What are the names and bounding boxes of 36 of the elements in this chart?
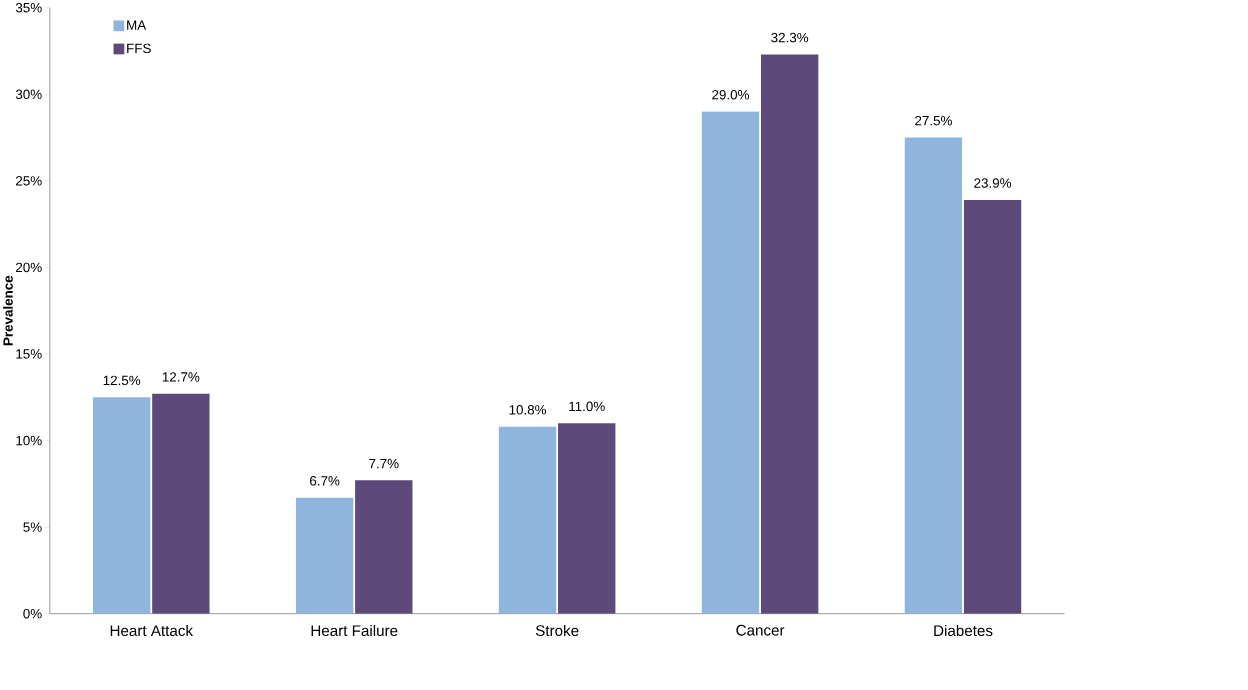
data-label: 7.7% [369, 458, 399, 469]
x-tick-label: Heart Attack [110, 624, 194, 637]
data-label: 27.5% [915, 116, 952, 126]
bar [904, 137, 963, 614]
bar [558, 423, 616, 614]
y-axis-title: Prevalence [2, 275, 13, 346]
bar [963, 199, 1022, 614]
y-tick-label: 0% [23, 608, 42, 619]
legend-label: MA [127, 20, 147, 30]
legend-label: FFS [127, 43, 151, 54]
bar [498, 426, 557, 614]
bar [152, 393, 210, 614]
bar [355, 480, 413, 614]
x-tick-label: Heart Failure [311, 624, 398, 637]
data-label: 12.5% [103, 375, 141, 386]
bar [295, 497, 354, 614]
y-tick-label: 35% [15, 3, 42, 13]
data-label: 29.0% [712, 90, 750, 100]
data-label: 10.8% [509, 405, 547, 415]
y-tick-label: 15% [16, 349, 42, 359]
bar [701, 111, 760, 614]
y-tick-label: 10% [16, 435, 42, 446]
bar [93, 397, 151, 614]
data-label: 23.9% [974, 178, 1012, 188]
y-tick-label: 30% [15, 89, 42, 100]
data-label: 32.3% [771, 32, 809, 43]
y-tick-label: 20% [16, 262, 42, 273]
data-label: 6.7% [310, 476, 340, 486]
data-label: 12.7% [162, 372, 200, 382]
bar [760, 54, 819, 614]
y-tick-label: 25% [16, 176, 42, 186]
data-label: 11.0% [569, 401, 605, 412]
y-tick-label: 5% [23, 522, 42, 532]
x-tick-label: Diabetes [934, 624, 993, 637]
x-tick-label: Cancer [736, 624, 785, 636]
x-tick-label: Stroke [535, 624, 579, 637]
